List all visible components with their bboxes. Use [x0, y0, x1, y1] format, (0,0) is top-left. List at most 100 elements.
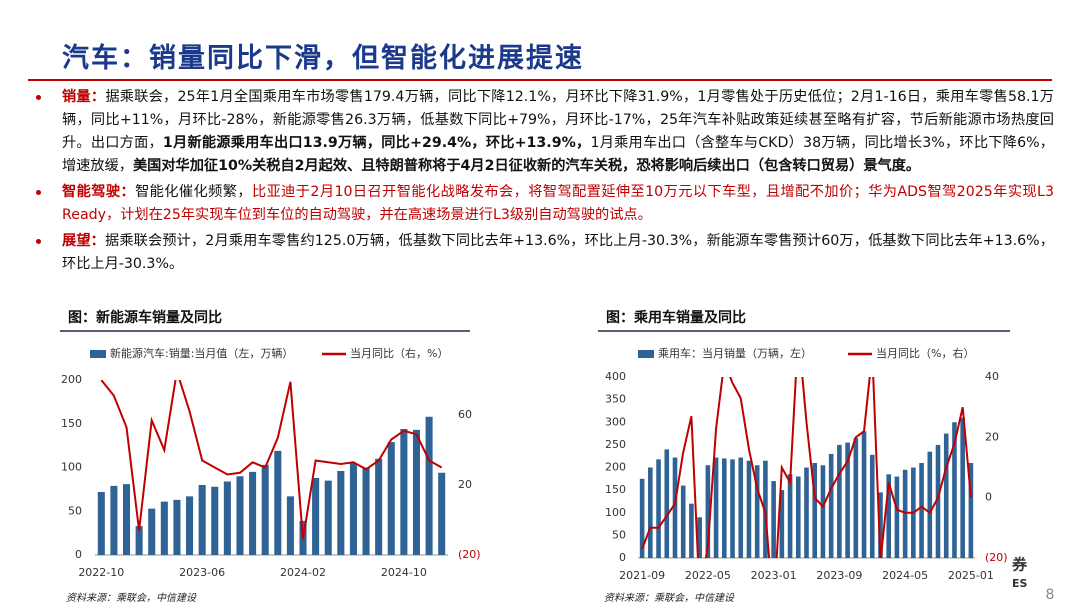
y-tick-label: 150 [61, 417, 82, 430]
legend-label: 当月同比（%，右） [876, 346, 974, 360]
source: 资料来源：乘联会，中信建设 [66, 592, 197, 604]
watermark: ES [1012, 577, 1028, 590]
bar [337, 471, 345, 555]
bar [148, 508, 156, 555]
text-run: 比亚迪于2月10日召开智能化战略发布会，将智驾配置延伸至10万元以下车型，且增配… [62, 184, 1054, 223]
line [641, 377, 972, 558]
y2-tick-label: 40 [985, 370, 999, 383]
text-run: 据乘联会，25年1月全国乘用车市场零售179.4万辆，同比下降12.1%，月环比… [62, 89, 1054, 151]
x-tick-label: 2023-09 [816, 569, 862, 582]
bar [312, 478, 320, 555]
bar [738, 457, 744, 558]
bar [135, 526, 143, 555]
legend-label: 乘用车：当月销量（万辆，左） [658, 346, 812, 360]
bullet: 展望：据乘联会预计，2月乘用车零售约125.0万辆，低基数下同比去年+13.6%… [34, 230, 1054, 276]
x-tick-label: 2022-10 [78, 566, 124, 579]
title-rule [28, 79, 1052, 81]
y-tick-label: 350 [605, 393, 626, 406]
bar [656, 459, 661, 558]
y-tick-label: 50 [612, 528, 626, 541]
bar [902, 469, 908, 558]
x-tick-label: 2022-05 [685, 569, 731, 582]
bar [400, 429, 408, 555]
bar [779, 490, 785, 558]
text-run: 智能化催化频繁， [135, 184, 252, 200]
bar [249, 471, 257, 555]
x-tick-label: 2021-09 [619, 569, 665, 582]
chart-title: 图：新能源车销量及同比 [68, 309, 222, 326]
bullet-list: 销量：据乘联会，25年1月全国乘用车市场零售179.4万辆，同比下降12.1%，… [34, 86, 1054, 279]
legend-swatch [90, 350, 106, 358]
y-tick-label: 200 [61, 373, 82, 386]
bar [763, 460, 768, 558]
bar [730, 459, 735, 558]
bar [97, 492, 105, 555]
y2-tick-label: 20 [458, 478, 472, 491]
bar [705, 465, 711, 558]
bar [722, 458, 727, 558]
bar [680, 485, 686, 558]
bar [935, 444, 941, 558]
bar [878, 492, 883, 558]
bar [787, 474, 793, 558]
y-tick-label: 200 [605, 461, 626, 474]
bar [412, 429, 421, 555]
bar [820, 465, 826, 558]
bar [697, 517, 702, 558]
bar [960, 417, 965, 558]
bar [362, 467, 370, 555]
y2-tick-label: 60 [458, 408, 472, 421]
bar [689, 503, 694, 558]
bar [804, 467, 809, 558]
bar [927, 451, 933, 558]
x-tick-label: 2023-06 [179, 566, 225, 579]
watermark: 券 [1012, 556, 1028, 574]
slide-title: 汽车：销量同比下滑，但智能化进展提速 [62, 43, 584, 74]
y2-tick-label: (20) [458, 548, 481, 561]
x-tick-label: 2024-02 [280, 566, 326, 579]
bar [639, 478, 645, 558]
bar [754, 465, 760, 558]
bar [952, 422, 957, 558]
y-tick-label: 150 [605, 483, 626, 496]
legend-label: 新能源汽车:销量:当月值（左，万辆） [110, 346, 293, 360]
bar [713, 457, 719, 558]
bar [160, 501, 168, 555]
text-run: 美国对华加征10%关税自2月起效、且特朗普称将于4月2日征收新的汽车关税，恐将影… [132, 158, 921, 174]
y-tick-label: 250 [605, 438, 626, 451]
bar [648, 467, 653, 558]
bar [110, 485, 118, 555]
text-run: 1月新能源乘用车出口13.9万辆，同比+29.4%，环比+13.9%， [162, 135, 591, 151]
bar [894, 476, 900, 558]
bar [438, 472, 446, 555]
bar [812, 462, 818, 558]
y2-tick-label: (20) [985, 551, 1008, 564]
bar [845, 442, 850, 558]
y2-tick-label: 0 [985, 491, 992, 504]
bar [274, 450, 282, 555]
y-tick-label: 0 [75, 548, 82, 561]
bar [122, 484, 131, 555]
legend-swatch [638, 350, 654, 358]
x-tick-label: 2024-10 [381, 566, 427, 579]
bar [173, 499, 181, 555]
bullet: 智能驾驶：智能化催化频繁，比亚迪于2月10日召开智能化战略发布会，将智驾配置延伸… [34, 181, 1054, 227]
bar [919, 462, 924, 558]
x-tick-label: 2024-05 [882, 569, 928, 582]
bar [886, 474, 891, 558]
bar [198, 485, 206, 555]
y2-tick-label: 20 [985, 430, 999, 443]
text-run: 展望： [62, 233, 105, 249]
bar [943, 433, 949, 558]
bar [672, 457, 678, 558]
bar [286, 496, 294, 555]
y-tick-label: 0 [619, 551, 626, 564]
x-tick-label: 2023-01 [751, 569, 797, 582]
text-run: 智能驾驶： [62, 184, 136, 200]
bar [324, 480, 332, 555]
y-tick-label: 50 [68, 504, 82, 517]
bullet: 销量：据乘联会，25年1月全国乘用车市场零售179.4万辆，同比下降12.1%，… [34, 86, 1054, 178]
y-tick-label: 400 [605, 370, 626, 383]
